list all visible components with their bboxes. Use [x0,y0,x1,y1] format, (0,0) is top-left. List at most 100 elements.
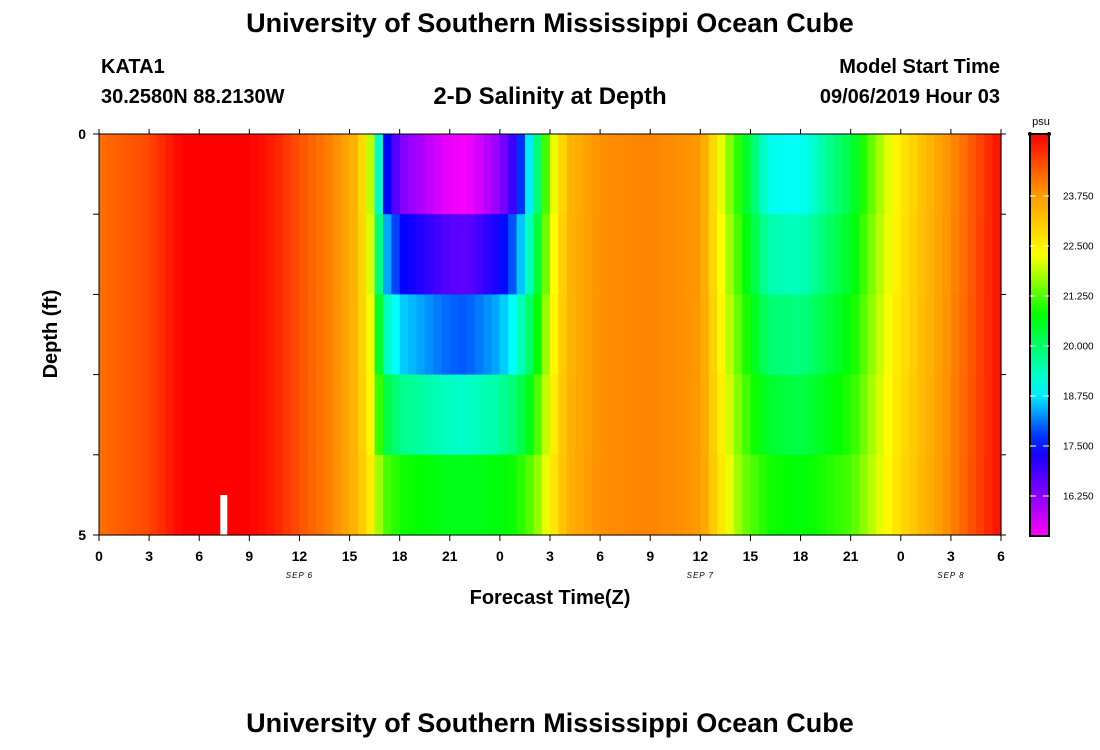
heatmap-cell [992,134,1002,215]
heatmap-cell [149,294,159,376]
heatmap-cell [491,294,501,376]
heatmap-cell [416,454,426,536]
heatmap-cell [775,294,785,376]
heatmap-cell [583,214,593,295]
x-tick-label: 21 [442,548,458,564]
colorbar-end-dot [1047,132,1051,136]
heatmap-cell [524,454,534,536]
heatmap-cell [341,294,351,376]
heatmap-cell [583,134,593,215]
heatmap-cell [224,214,234,295]
heatmap-cell [499,374,509,456]
heatmap-cell [157,374,167,456]
heatmap-cell [616,374,626,456]
heatmap-cell [524,374,534,456]
heatmap-cell [975,214,985,295]
heatmap-cell [959,454,969,536]
model-start-value: 09/06/2019 Hour 03 [819,86,1000,108]
heatmap-cell [449,294,459,376]
heatmap-cell [190,294,200,376]
x-tick-label: 12 [693,548,709,564]
heatmap-cell [666,214,676,295]
heatmap-cell [266,294,275,376]
heatmap-cell [842,294,852,376]
heatmap-cell [925,134,935,215]
heatmap-cell [842,214,852,295]
heatmap-cell [240,454,250,536]
x-tick-label: 6 [596,548,604,564]
heatmap-cell [391,214,401,295]
heatmap-cell [533,294,543,376]
colorbar-ticks: 23.750 22.500 21.250 20.000 18.750 17.500 16.2… [1028,132,1094,503]
heatmap-cell [174,454,184,536]
heatmap-cell [508,374,518,456]
heatmap-cell [566,294,576,376]
heatmap-cell [341,134,351,215]
heatmap-cell [232,294,242,376]
heatmap-cell [884,374,894,456]
heatmap-cell [466,214,476,295]
heatmap-cell [975,374,985,456]
heatmap-cell [683,294,693,376]
model-start-label: Model Start Time [839,56,1000,78]
heatmap-cell [783,134,793,215]
heatmap-cell [107,294,117,376]
heatmap-cell [341,214,351,295]
heatmap-cell [449,134,459,215]
x-tick-label: 18 [392,548,408,564]
colorbar-tick-label: 21.250 [1063,292,1094,303]
heatmap-cell [758,374,768,456]
heatmap-cell [942,294,952,376]
heatmap-cell [633,134,643,215]
heatmap-cell [441,134,451,215]
heatmap-cell [658,374,668,456]
heatmap-cell [299,294,309,376]
heatmap-cell [483,454,493,536]
heatmap-cells [99,134,1002,536]
heatmap-cell [165,214,175,295]
heatmap-cell [240,134,250,215]
heatmap-cell [307,134,317,215]
heatmap-cell [199,374,209,456]
heatmap-cell [992,294,1002,376]
heatmap-cell [583,294,593,376]
heatmap-cell [257,454,267,536]
page-title: University of Southern Mississippi Ocean… [246,8,854,38]
heatmap-cell [566,454,576,536]
heatmap-cell [149,454,159,536]
heatmap-cell [474,134,484,215]
heatmap-cell [917,374,927,456]
heatmap-cell [516,294,526,376]
heatmap-cell [533,134,543,215]
heatmap-cell [249,294,259,376]
heatmap-cell [808,214,818,295]
heatmap-cell [474,214,484,295]
x-tick-label: 21 [843,548,859,564]
heatmap-cell [190,374,200,456]
heatmap-cell [641,294,651,376]
heatmap-cell [366,294,376,376]
heatmap-cell [190,134,200,215]
heatmap-cell [558,374,568,456]
heatmap-cell [307,294,317,376]
heatmap-cell [767,454,777,536]
x-tick-label: 15 [342,548,358,564]
heatmap-cell [224,294,234,376]
x-day-label: SEP 7 [687,571,714,580]
heatmap-cell [115,134,125,215]
heatmap-cell [717,214,726,295]
heatmap-cell [783,214,793,295]
x-tick-label: 9 [245,548,253,564]
heatmap-cell [742,294,752,376]
heatmap-cell [349,454,359,536]
heatmap-cell [625,454,635,536]
x-tick-label: 6 [997,548,1005,564]
x-axis-label: Forecast Time(Z) [470,587,631,609]
heatmap-cell [783,454,793,536]
heatmap-cell [859,454,868,536]
station-id: KATA1 [101,56,165,78]
heatmap-cell [942,214,952,295]
heatmap-cell [767,294,777,376]
heatmap-cell [758,294,768,376]
heatmap-cell [800,454,810,536]
